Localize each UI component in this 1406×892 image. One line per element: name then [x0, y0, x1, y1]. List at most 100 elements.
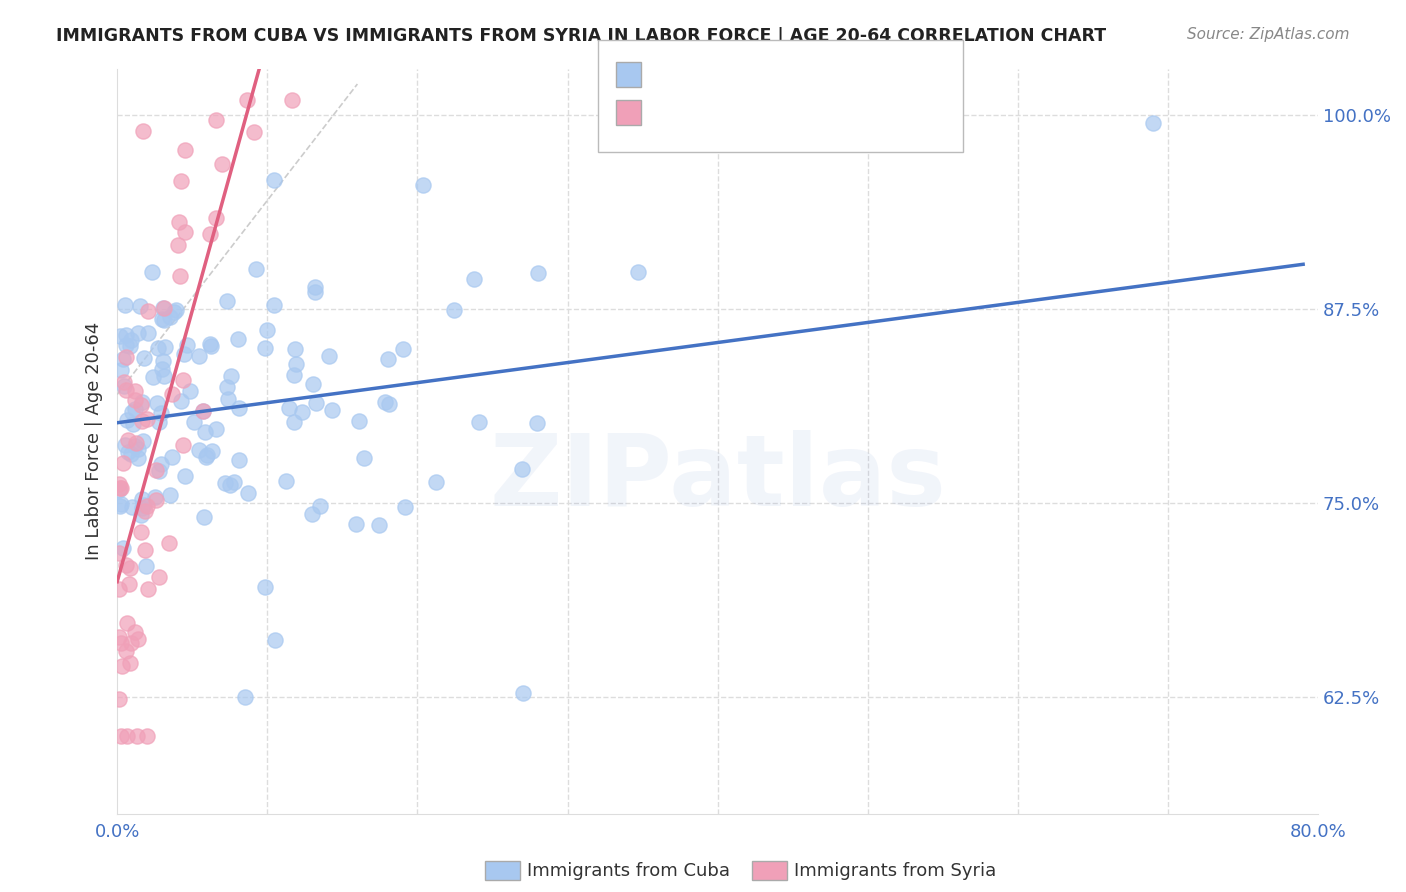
Point	[114, 350, 136, 364]
Point	[110, 636, 132, 650]
Point	[110, 329, 132, 343]
Point	[148, 570, 170, 584]
Point	[132, 351, 155, 365]
Point	[217, 392, 239, 406]
Point	[228, 401, 250, 415]
Point	[218, 478, 240, 492]
Point	[131, 414, 153, 428]
Point	[443, 302, 465, 317]
Text: N =: N =	[752, 103, 792, 121]
Point	[120, 656, 142, 670]
Point	[153, 313, 176, 327]
Point	[162, 305, 184, 319]
Point	[120, 561, 142, 575]
Point	[136, 412, 159, 426]
Point	[115, 383, 138, 397]
Point	[368, 518, 391, 533]
Point	[127, 442, 149, 456]
Point	[467, 415, 489, 429]
Point	[193, 509, 215, 524]
Point	[136, 500, 159, 514]
Point	[114, 438, 136, 452]
Y-axis label: In Labor Force | Age 20-64: In Labor Force | Age 20-64	[86, 322, 103, 560]
Point	[264, 632, 287, 647]
Point	[121, 417, 143, 431]
Point	[127, 729, 149, 743]
Point	[215, 380, 238, 394]
Point	[159, 488, 181, 502]
Point	[153, 368, 176, 383]
Point	[378, 396, 401, 410]
Point	[132, 124, 155, 138]
Point	[235, 93, 257, 107]
Point	[285, 357, 308, 371]
Point	[111, 457, 134, 471]
Point	[160, 450, 183, 465]
Point	[377, 352, 399, 367]
Point	[107, 477, 129, 491]
Point	[115, 643, 138, 657]
Point	[188, 349, 211, 363]
Point	[150, 362, 173, 376]
Point	[165, 302, 187, 317]
Point	[153, 301, 176, 315]
Point	[152, 301, 174, 316]
Point	[201, 444, 224, 458]
Point	[115, 337, 138, 351]
Point	[205, 112, 228, 127]
Point	[425, 475, 447, 490]
Point	[124, 393, 146, 408]
Text: IMMIGRANTS FROM CUBA VS IMMIGRANTS FROM SYRIA IN LABOR FORCE | AGE 20-64 CORRELA: IMMIGRANTS FROM CUBA VS IMMIGRANTS FROM …	[56, 27, 1107, 45]
Point	[145, 493, 167, 508]
Point	[344, 516, 367, 531]
Point	[110, 481, 132, 495]
Text: Source: ZipAtlas.com: Source: ZipAtlas.com	[1187, 27, 1350, 42]
Point	[118, 577, 141, 591]
Point	[263, 173, 285, 187]
Point	[108, 582, 131, 596]
Point	[205, 422, 228, 436]
Point	[253, 341, 276, 355]
Point	[107, 483, 129, 497]
Point	[392, 343, 415, 357]
Point	[145, 463, 167, 477]
Point	[224, 475, 246, 490]
Text: N =: N =	[752, 65, 792, 83]
Point	[115, 558, 138, 573]
Text: R =: R =	[647, 103, 686, 121]
Text: 62: 62	[799, 103, 824, 121]
Text: 0.513: 0.513	[693, 103, 749, 121]
Point	[254, 580, 277, 594]
Point	[142, 370, 165, 384]
Point	[173, 347, 195, 361]
Point	[304, 285, 326, 299]
Point	[148, 415, 170, 429]
Point	[291, 405, 314, 419]
Point	[134, 504, 156, 518]
Point	[112, 379, 135, 393]
Point	[162, 387, 184, 401]
Point	[172, 373, 194, 387]
Point	[120, 636, 142, 650]
Point	[347, 414, 370, 428]
Point	[412, 178, 434, 192]
Point	[169, 393, 191, 408]
Point	[226, 332, 249, 346]
Point	[157, 536, 180, 550]
Point	[1142, 116, 1164, 130]
Point	[627, 264, 650, 278]
Point	[194, 425, 217, 440]
Point	[118, 339, 141, 353]
Point	[256, 323, 278, 337]
Point	[527, 266, 550, 280]
Point	[115, 413, 138, 427]
Point	[214, 476, 236, 491]
Point	[117, 434, 139, 448]
Point	[117, 445, 139, 459]
Point	[195, 449, 218, 463]
Text: 125: 125	[799, 65, 837, 83]
Point	[111, 541, 134, 555]
Point	[143, 490, 166, 504]
Point	[191, 403, 214, 417]
Point	[200, 339, 222, 353]
